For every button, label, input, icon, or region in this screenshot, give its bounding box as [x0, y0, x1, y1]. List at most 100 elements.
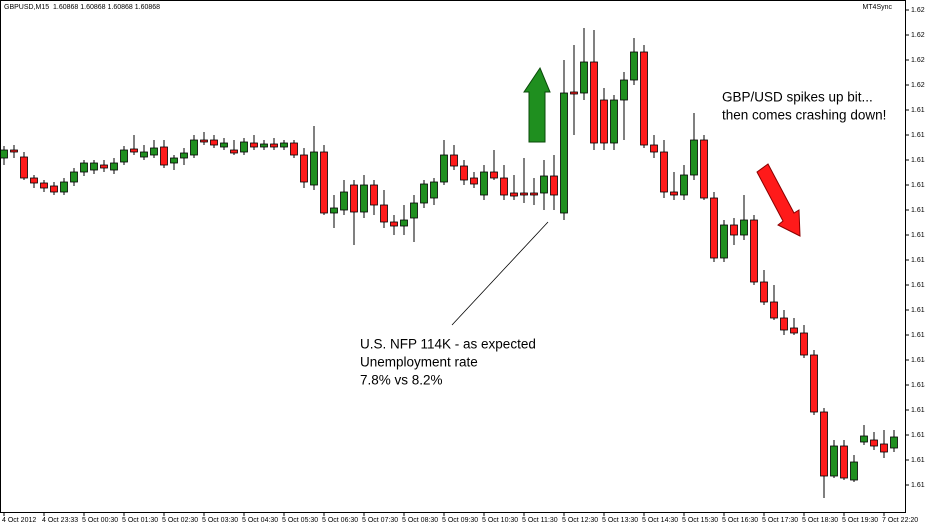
y-tick-label: 1.61895 [911, 157, 925, 164]
down-arrow [756, 163, 801, 237]
candle-body [90, 162, 98, 171]
chart-title: GBPUSD,M15 1.60868 1.60868 1.60868 1.608… [4, 4, 160, 11]
x-tick-label: 5 Oct 16:30 [722, 517, 758, 524]
annotation: 7.8% vs 8.2% [360, 373, 443, 388]
candle-body [550, 175, 558, 196]
corner-label: MT4Sync [862, 4, 892, 11]
candle-body [630, 51, 638, 81]
annotation: U.S. NFP 114K - as expected [360, 337, 536, 352]
candle-body [240, 141, 248, 153]
y-tick-label: 1.61245 [911, 482, 925, 489]
candle-body [840, 445, 848, 479]
candle-body [500, 177, 508, 196]
y-tick-label: 1.61795 [911, 207, 925, 214]
candle-body [270, 143, 278, 148]
y-tick-label: 1.61295 [911, 457, 925, 464]
candle-body [260, 143, 268, 148]
pointer-line [451, 221, 549, 326]
y-tick-label: 1.62195 [911, 7, 925, 14]
candle-body [660, 151, 668, 193]
candle-body [0, 149, 8, 159]
candle-body [310, 151, 318, 186]
candle-body [80, 162, 88, 173]
candle-body [750, 219, 758, 283]
y-tick-label: 1.61845 [911, 182, 925, 189]
candle-body [40, 182, 48, 189]
plot-frame [0, 0, 906, 513]
up-arrow [523, 66, 551, 143]
candle-body [620, 79, 628, 101]
x-tick-label: 5 Oct 00:30 [82, 517, 118, 524]
y-tick-label: 1.61695 [911, 257, 925, 264]
x-tick-label: 5 Oct 02:30 [162, 517, 198, 524]
y-tick-label: 1.62095 [911, 57, 925, 64]
x-tick-label: 5 Oct 18:30 [802, 517, 838, 524]
candle-body [510, 192, 518, 197]
y-tick-label: 1.61945 [911, 132, 925, 139]
candle-body [480, 171, 488, 196]
y-tick-label: 1.61395 [911, 407, 925, 414]
candle-body [440, 154, 448, 183]
candle-body [700, 139, 708, 199]
candle-body [230, 149, 238, 154]
candle-body [860, 435, 868, 443]
x-tick-label: 4 Oct 2012 [2, 517, 36, 524]
candle-body [800, 332, 808, 356]
candle-body [690, 139, 698, 176]
candle-body [120, 149, 128, 163]
y-tick-label: 1.61495 [911, 357, 925, 364]
x-tick-label: 5 Oct 08:30 [402, 517, 438, 524]
annotation: then comes crashing down! [722, 108, 886, 123]
candle-body [530, 192, 538, 196]
candle-body [640, 51, 648, 146]
y-tick-label: 1.61645 [911, 282, 925, 289]
candle-body [130, 148, 138, 153]
x-tick-label: 5 Oct 03:30 [202, 517, 238, 524]
candle-body [420, 183, 428, 204]
candle-body [50, 185, 58, 193]
x-tick-label: 5 Oct 15:30 [682, 517, 718, 524]
candle-body [170, 157, 178, 164]
candle-body [350, 184, 358, 213]
candle-body [60, 181, 68, 193]
candle-body [300, 154, 308, 183]
candle-body [680, 174, 688, 196]
annotation: GBP/USD spikes up bit... [722, 90, 873, 105]
candle-body [220, 142, 228, 148]
candle-body [370, 184, 378, 206]
y-tick-label: 1.61745 [911, 232, 925, 239]
candle-body [70, 171, 78, 183]
candle-body [140, 151, 148, 158]
candle-body [890, 436, 898, 449]
candle-body [450, 154, 458, 167]
candle-body [20, 156, 28, 179]
candle-body [650, 144, 658, 153]
y-tick-label: 1.61445 [911, 382, 925, 389]
candle-body [590, 61, 598, 144]
candle-body [380, 204, 388, 223]
candle-body [100, 164, 108, 169]
x-tick-label: 5 Oct 07:30 [362, 517, 398, 524]
x-tick-label: 5 Oct 17:30 [762, 517, 798, 524]
candle-body [710, 197, 718, 259]
candle-body [870, 439, 878, 447]
y-tick-label: 1.62045 [911, 82, 925, 89]
x-tick-label: 5 Oct 09:30 [442, 517, 478, 524]
x-tick-label: 5 Oct 05:30 [282, 517, 318, 524]
candle-body [560, 92, 568, 214]
x-tick-label: 5 Oct 19:30 [842, 517, 878, 524]
candle-body [250, 142, 258, 148]
candle-body [410, 202, 418, 219]
candle-body [320, 151, 328, 214]
x-tick-label: 5 Oct 04:30 [242, 517, 278, 524]
candle-body [470, 177, 478, 185]
candle-body [200, 139, 208, 143]
candle-body [670, 191, 678, 196]
candle-body [820, 411, 828, 477]
candle-body [190, 139, 198, 156]
candle-body [730, 224, 738, 236]
candle-body [720, 224, 728, 259]
